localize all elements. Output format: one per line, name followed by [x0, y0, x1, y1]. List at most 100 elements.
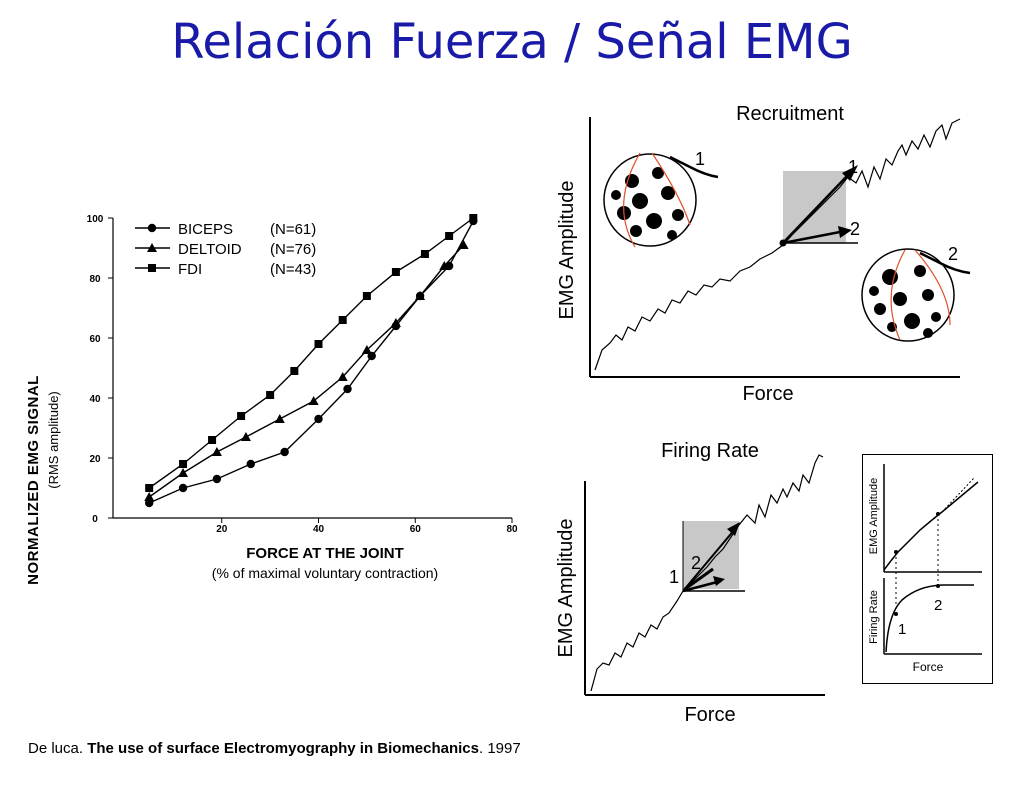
inset-frame: [862, 454, 993, 684]
data-point: [445, 232, 454, 240]
firing-rate-arrow-1: [682, 579, 722, 593]
inset-point-bottom-2: [936, 584, 940, 588]
y-tick-label: 100: [87, 214, 104, 225]
recruitment-arrow-1: [782, 174, 849, 244]
data-point: [420, 250, 429, 258]
legend-count: (N=76): [270, 241, 316, 258]
y-tick-label: 20: [89, 454, 101, 465]
y-tick-labels: 0 20 40 60 80 100: [87, 214, 113, 525]
x-tick-labels: 20 40 60 80: [216, 518, 518, 535]
inset-firing-rate-curve: [885, 584, 974, 653]
series-deltoid: [144, 240, 469, 501]
legend-marker: [147, 243, 157, 252]
data-point: [208, 436, 217, 444]
series-lines: [144, 214, 478, 508]
recruitment-arrowhead-2: [838, 226, 852, 238]
data-point: [280, 447, 289, 457]
chart-axes: [112, 218, 512, 519]
inset-x-label: Force: [913, 660, 944, 674]
x-tick-label: 20: [216, 524, 228, 535]
firing-rate-label-2: 2: [691, 553, 701, 573]
page-title: Relación Fuerza / Señal EMG: [171, 14, 853, 70]
firing-rate-title: Firing Rate: [661, 440, 759, 462]
data-point: [314, 414, 323, 424]
data-point: [212, 474, 222, 484]
firing-rate-diagram: Firing Rate EMG Amplitude Force 1 2: [555, 440, 825, 726]
legend-name: BICEPS: [178, 221, 233, 238]
data-point: [338, 316, 347, 324]
recruitment-title: Recruitment: [736, 103, 844, 125]
inset-emg-curve: [883, 481, 979, 571]
y-axis-label: NORMALIZED EMG SIGNAL: [25, 375, 42, 585]
firing-rate-y-label: EMG Amplitude: [555, 519, 577, 658]
x-axis-sublabel: (% of maximal voluntary contraction): [212, 565, 438, 581]
legend-count: (N=61): [270, 221, 316, 238]
data-point: [439, 261, 450, 270]
data-point: [362, 292, 371, 300]
legend-name: DELTOID: [178, 241, 242, 258]
motor-unit-cross-section-1: [603, 152, 719, 248]
motor-unit-cross-section-2: [861, 248, 971, 342]
chart-legend: BICEPS (N=61) DELTOID (N=76) FDI (N=43): [135, 221, 316, 278]
data-point: [390, 318, 401, 327]
firing-rate-arrowhead-1: [713, 576, 725, 586]
motor-unit-label-2: 2: [948, 244, 958, 264]
inset-top-y-label: EMG Amplitude: [868, 478, 880, 554]
recruitment-arrow-2: [782, 230, 841, 245]
data-point: [145, 484, 154, 492]
data-point: [469, 214, 478, 222]
data-point: [415, 291, 426, 300]
motor-unit-label-1: 1: [695, 149, 705, 169]
inset-diagram: EMG Amplitude Firing Rate Force 1 2: [862, 454, 993, 684]
inset-label-2: 2: [934, 597, 942, 614]
data-point: [308, 396, 319, 405]
data-point: [290, 367, 299, 375]
citation-year: . 1997: [478, 740, 521, 757]
inset-point-top-2: [936, 512, 940, 516]
y-axis-sublabel: (RMS amplitude): [46, 391, 61, 489]
legend-marker: [148, 264, 156, 272]
recruitment-y-label: EMG Amplitude: [556, 181, 578, 320]
data-point: [237, 412, 246, 420]
series-fdi: [145, 214, 478, 492]
recruitment-arrow-label-1: 1: [848, 157, 858, 177]
firing-rate-arrow-2: [682, 528, 736, 592]
x-tick-label: 40: [313, 524, 325, 535]
firing-rate-arrow-3: [684, 567, 714, 591]
y-tick-label: 80: [89, 274, 101, 285]
x-tick-label: 60: [410, 524, 422, 535]
data-point: [391, 268, 400, 276]
data-point: [337, 372, 348, 381]
x-axis-label: FORCE AT THE JOINT: [246, 545, 404, 562]
firing-rate-label-1: 1: [669, 567, 679, 587]
citation: De luca. The use of surface Electromyogr…: [28, 740, 521, 757]
data-point: [343, 384, 352, 394]
series-line: [148, 217, 474, 489]
data-point: [274, 414, 285, 423]
citation-work: The use of surface Electromyography in B…: [87, 740, 479, 757]
data-point: [458, 240, 469, 249]
recruitment-arrowhead-1: [842, 165, 858, 181]
data-point: [246, 459, 255, 469]
data-point: [211, 447, 222, 456]
data-point: [178, 483, 188, 493]
recruitment-diagram: Recruitment EMG Amplitude Force 1 2 1 2: [556, 103, 971, 405]
firing-rate-arrowhead-2: [727, 522, 740, 536]
firing-rate-x-label: Force: [684, 704, 735, 726]
data-point: [240, 432, 251, 441]
recruitment-x-label: Force: [742, 383, 793, 405]
legend-count: (N=43): [270, 261, 316, 278]
inset-point-top-1: [894, 550, 898, 554]
y-tick-label: 0: [92, 514, 98, 525]
data-point: [361, 345, 372, 354]
x-tick-label: 80: [506, 524, 518, 535]
citation-author: De luca.: [28, 740, 84, 757]
data-point: [144, 492, 155, 501]
data-point: [266, 391, 275, 399]
inset-point-bottom-1: [894, 612, 898, 616]
data-point: [314, 340, 323, 348]
recruitment-arrow-label-2: 2: [850, 219, 860, 239]
y-tick-label: 40: [89, 394, 101, 405]
firing-rate-emg-trace: [590, 454, 824, 692]
inset-bottom-y-label: Firing Rate: [868, 590, 880, 644]
